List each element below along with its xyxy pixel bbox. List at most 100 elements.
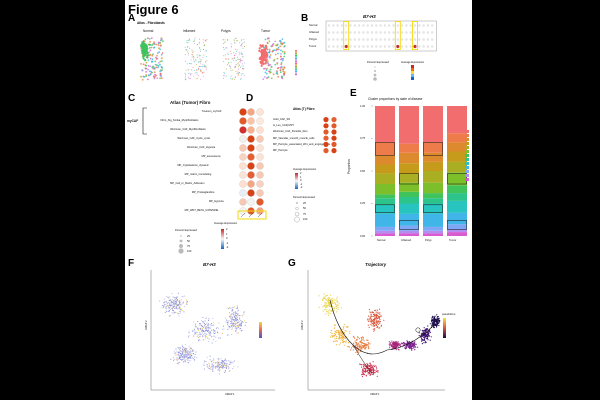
umap-point (371, 322, 373, 324)
umap-point (352, 345, 354, 347)
umap-point (264, 44, 268, 48)
umap-point (431, 325, 433, 327)
dotplot-dot (247, 144, 255, 152)
umap-point (331, 302, 333, 304)
umap-point (241, 65, 243, 67)
umap-point (241, 59, 243, 61)
umap-point (427, 339, 429, 341)
umap-point (333, 299, 335, 301)
umap-point (322, 298, 324, 300)
umap-point (268, 48, 271, 51)
stacked-bar-segment (447, 229, 467, 233)
dotplot-dot (405, 31, 408, 34)
umap-point (421, 339, 423, 341)
legend-swatch (465, 166, 469, 169)
umap-point (268, 50, 271, 53)
umap-point (205, 40, 207, 41)
umap-point (193, 75, 195, 77)
panel-e-title: Cluster proportions by state of disease (368, 97, 423, 101)
legend-avg-value: -2 (226, 246, 229, 250)
umap-point (375, 366, 377, 368)
umap-point (388, 344, 390, 346)
umap-point (377, 312, 379, 315)
umap-point (274, 53, 277, 56)
umap-point (370, 322, 372, 324)
umap-point (426, 337, 428, 339)
umap-point (363, 344, 365, 346)
umap-point (242, 53, 244, 55)
dotplot-dot (336, 31, 339, 34)
umap-point (322, 306, 324, 308)
umap-point (269, 68, 272, 71)
umap-point (425, 328, 427, 330)
umap-point (339, 334, 341, 336)
umap-point (362, 371, 364, 373)
umap-point (171, 304, 173, 306)
dotplot-dot (422, 31, 425, 34)
dotplot-dot (379, 31, 382, 34)
umap-point (350, 347, 353, 349)
umap-point (376, 375, 378, 377)
umap-point (238, 58, 240, 60)
umap-point (408, 344, 410, 346)
umap-point (224, 72, 225, 74)
umap-point (196, 334, 198, 336)
umap-point (283, 41, 286, 44)
umap-point (203, 49, 204, 51)
stacked-bar-segment (399, 173, 419, 183)
highlight-outline (423, 204, 443, 213)
dotplot-dot (247, 117, 255, 125)
dotplot-dot (331, 117, 337, 123)
dotplot-dot (388, 24, 391, 27)
umap-point (203, 64, 205, 66)
umap-point (268, 70, 270, 73)
umap-point (338, 331, 340, 334)
umap-point (362, 338, 364, 340)
legend-pct-value: 25 (303, 201, 306, 205)
umap-point (196, 56, 198, 58)
panel-c-dotplot (142, 107, 267, 254)
umap-point (258, 47, 261, 50)
umap-point (396, 343, 398, 345)
umap-point (241, 53, 243, 55)
legend-avg-value: 0 (300, 179, 302, 183)
umap-point (435, 320, 437, 322)
umap-point (368, 348, 370, 350)
umap-point (201, 72, 203, 74)
umap-point (423, 337, 425, 339)
umap-point (407, 341, 409, 343)
umap-point (421, 343, 423, 345)
umap-point (342, 340, 344, 342)
umap-point (237, 63, 239, 65)
dotplot-dot (405, 45, 408, 48)
umap-point (368, 326, 370, 328)
umap-point (229, 315, 231, 317)
umap-point (160, 73, 162, 75)
umap-point (345, 342, 347, 344)
umap-point (198, 54, 200, 56)
umap-point (140, 63, 142, 65)
umap-point (243, 311, 245, 313)
umap-point (280, 42, 282, 45)
umap-point (190, 73, 191, 75)
umap-point (206, 323, 208, 325)
umap-point (142, 75, 145, 78)
umap-point (325, 295, 327, 297)
stacked-bar-segment (423, 198, 443, 204)
umap-point (393, 341, 395, 343)
umap-point (424, 334, 426, 336)
dotplot-dot (370, 31, 374, 34)
umap-point (145, 61, 148, 64)
umap-point (145, 74, 148, 76)
umap-point (142, 57, 145, 60)
umap-point (234, 56, 236, 58)
umap-point (365, 371, 367, 373)
legend-pct-value: 50 (187, 239, 190, 243)
umap-point (204, 44, 206, 46)
umap-point (196, 54, 198, 56)
umap-point (272, 73, 275, 76)
umap-point (370, 314, 372, 316)
stacked-bar-segment (423, 142, 443, 153)
umap-point (368, 320, 370, 322)
panel-d-row-label: Gold_CAF_SN (273, 118, 291, 121)
